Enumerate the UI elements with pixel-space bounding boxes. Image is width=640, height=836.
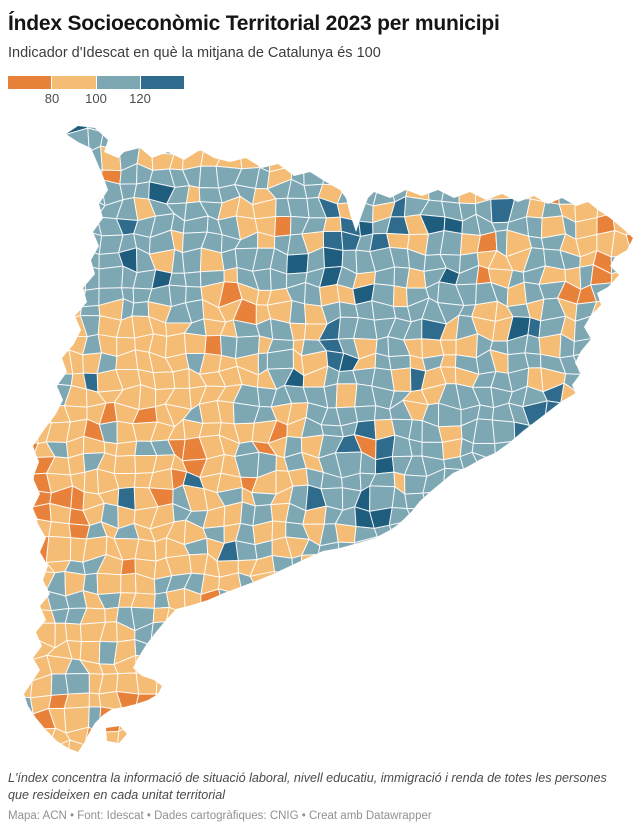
legend-tick-label: 100	[85, 91, 107, 106]
legend-bar	[8, 76, 184, 89]
legend-swatch-0	[8, 76, 52, 89]
page-title: Índex Socioeconòmic Territorial 2023 per…	[8, 12, 500, 35]
legend-swatch-1	[52, 76, 96, 89]
legend-tick-label: 80	[44, 91, 60, 106]
legend-swatch-3	[140, 76, 184, 89]
legend-swatch-2	[96, 76, 140, 89]
legend: 80 100 120	[8, 76, 184, 106]
map-note: L'índex concentra la informació de situa…	[8, 771, 607, 802]
header: Índex Socioeconòmic Territorial 2023 per…	[8, 0, 632, 61]
map-credits: Mapa: ACN • Font: Idescat • Dades cartog…	[8, 810, 432, 822]
legend-tick-label: 120	[129, 91, 151, 106]
page-subtitle: Indicador d'Idescat en què la mitjana de…	[8, 45, 381, 62]
footer: L'índex concentra la informació de situa…	[8, 770, 626, 822]
legend-labels: 80 100 120	[8, 89, 184, 106]
